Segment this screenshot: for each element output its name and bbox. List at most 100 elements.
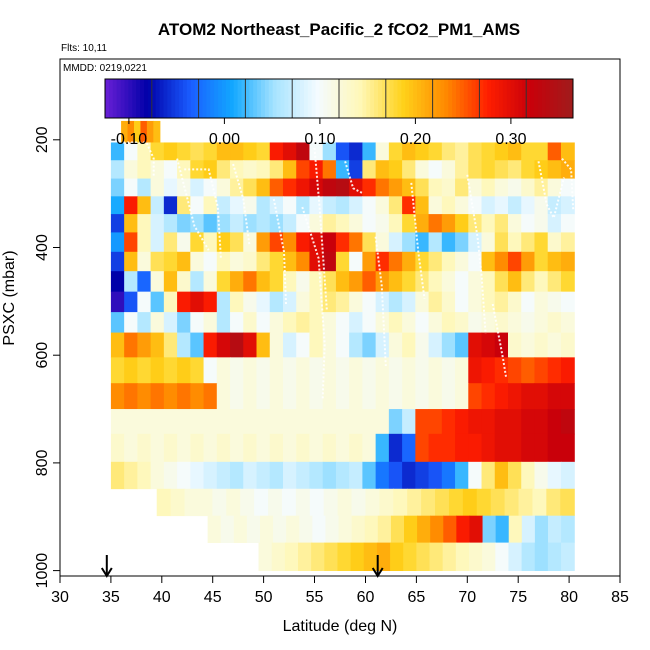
colorbar-segment bbox=[530, 79, 535, 118]
colorbar-segment bbox=[186, 79, 192, 118]
heatmap-cell bbox=[230, 383, 244, 410]
heatmap-cell bbox=[110, 251, 125, 272]
heatmap-cell bbox=[388, 160, 403, 179]
heatmap-cell bbox=[190, 291, 205, 313]
colorbar-segment bbox=[225, 79, 231, 118]
heatmap-cell bbox=[415, 178, 430, 197]
colorbar-segment bbox=[167, 79, 172, 118]
colorbar-segment bbox=[159, 79, 164, 118]
heatmap-cell bbox=[441, 461, 456, 490]
heatmap-cell bbox=[110, 312, 125, 333]
heatmap-cell bbox=[494, 357, 509, 384]
heatmap-cell bbox=[547, 271, 562, 293]
heatmap-cell bbox=[494, 312, 509, 333]
heatmap-cell bbox=[521, 433, 536, 463]
heatmap-cell bbox=[296, 357, 311, 384]
heatmap-cell bbox=[282, 178, 297, 197]
colorbar-segment bbox=[389, 79, 395, 118]
heatmap-cell bbox=[481, 433, 496, 463]
heatmap-cell bbox=[150, 332, 165, 358]
colorbar-segment bbox=[108, 79, 114, 118]
heatmap-cell bbox=[137, 160, 152, 179]
heatmap-cell bbox=[256, 461, 271, 490]
heatmap-cell bbox=[309, 214, 324, 233]
heatmap-cell bbox=[335, 383, 350, 410]
heatmap-cell bbox=[203, 357, 218, 384]
heatmap-cell bbox=[455, 542, 470, 572]
colorbar-segment bbox=[428, 79, 434, 118]
heatmap-cell bbox=[220, 515, 235, 544]
flight-track bbox=[466, 174, 487, 334]
heatmap-cell bbox=[137, 196, 152, 215]
heatmap-cell bbox=[468, 291, 483, 313]
heatmap-cell bbox=[468, 178, 483, 197]
heatmap-cell bbox=[309, 383, 324, 410]
heatmap-cell bbox=[282, 271, 297, 293]
heatmap-cell bbox=[468, 542, 483, 572]
heatmap-cell bbox=[163, 232, 178, 253]
colorbar-segment bbox=[502, 79, 508, 118]
heatmap-cell bbox=[190, 178, 205, 197]
heatmap-cell bbox=[402, 383, 416, 410]
heatmap-cell bbox=[124, 383, 138, 410]
heatmap-cell bbox=[296, 160, 311, 179]
heatmap-cell bbox=[435, 488, 450, 517]
colorbar-segment bbox=[335, 79, 340, 118]
colorbar-segment bbox=[253, 79, 258, 118]
heatmap-cell bbox=[110, 357, 125, 384]
heatmap-cell bbox=[163, 312, 178, 333]
heatmap-cell bbox=[362, 433, 377, 463]
colorbar-segment bbox=[210, 79, 215, 118]
heatmap-cell bbox=[388, 232, 403, 253]
heatmap-cell bbox=[455, 271, 469, 293]
colorbar-segment bbox=[475, 79, 480, 118]
heatmap-cell bbox=[243, 291, 258, 313]
heatmap-cell bbox=[428, 332, 443, 358]
colorbar-segment bbox=[155, 79, 161, 118]
colorbar-segment bbox=[409, 79, 414, 118]
heatmap-cell bbox=[521, 461, 536, 490]
heatmap-cell bbox=[375, 433, 390, 463]
heatmap-cell bbox=[415, 160, 430, 179]
heatmap-cell bbox=[402, 433, 416, 463]
y-tick-label: 200 bbox=[34, 126, 51, 153]
heatmap-cell bbox=[428, 214, 443, 233]
flights-label: Flts: 10,11 bbox=[61, 43, 107, 54]
heatmap-cell bbox=[163, 291, 178, 313]
heatmap-cell bbox=[547, 357, 562, 384]
heatmap-cell bbox=[216, 271, 231, 293]
heatmap-cell bbox=[110, 461, 125, 490]
heatmap-cell bbox=[428, 196, 443, 215]
heatmap-cell bbox=[216, 357, 231, 384]
colorbar-segment bbox=[549, 79, 554, 118]
colorbar-segment bbox=[456, 79, 461, 118]
heatmap-cell bbox=[170, 488, 186, 517]
colorbar-segment bbox=[385, 79, 391, 118]
colorbar-segment bbox=[463, 79, 469, 118]
heatmap-cell bbox=[443, 515, 457, 544]
colorbar-segment bbox=[405, 79, 410, 118]
heatmap-cell bbox=[163, 160, 178, 179]
heatmap-cell bbox=[508, 312, 522, 333]
colorbar-segment bbox=[327, 79, 332, 118]
heatmap-cell bbox=[375, 409, 390, 435]
heatmap-cell bbox=[402, 312, 416, 333]
heatmap-cell bbox=[455, 357, 469, 384]
heatmap-cell bbox=[388, 196, 403, 215]
heatmap-cell bbox=[428, 409, 443, 435]
heatmap-cell bbox=[441, 383, 456, 410]
heatmap-cell bbox=[455, 214, 469, 233]
heatmap-cell bbox=[481, 271, 496, 293]
heatmap-cell bbox=[177, 271, 191, 293]
heatmap-cell bbox=[309, 332, 324, 358]
heatmap-cell bbox=[216, 409, 231, 435]
heatmap-cell bbox=[468, 232, 483, 253]
y-axis-label: PSXC (mbar) bbox=[1, 250, 18, 345]
heatmap-cell bbox=[494, 142, 509, 161]
heatmap-cell bbox=[508, 433, 522, 463]
heatmap-cell bbox=[282, 409, 297, 435]
heatmap-cell bbox=[124, 357, 138, 384]
colorbar-segment bbox=[557, 79, 562, 118]
heatmap-cell bbox=[230, 461, 244, 490]
heatmap-cell bbox=[362, 383, 377, 410]
